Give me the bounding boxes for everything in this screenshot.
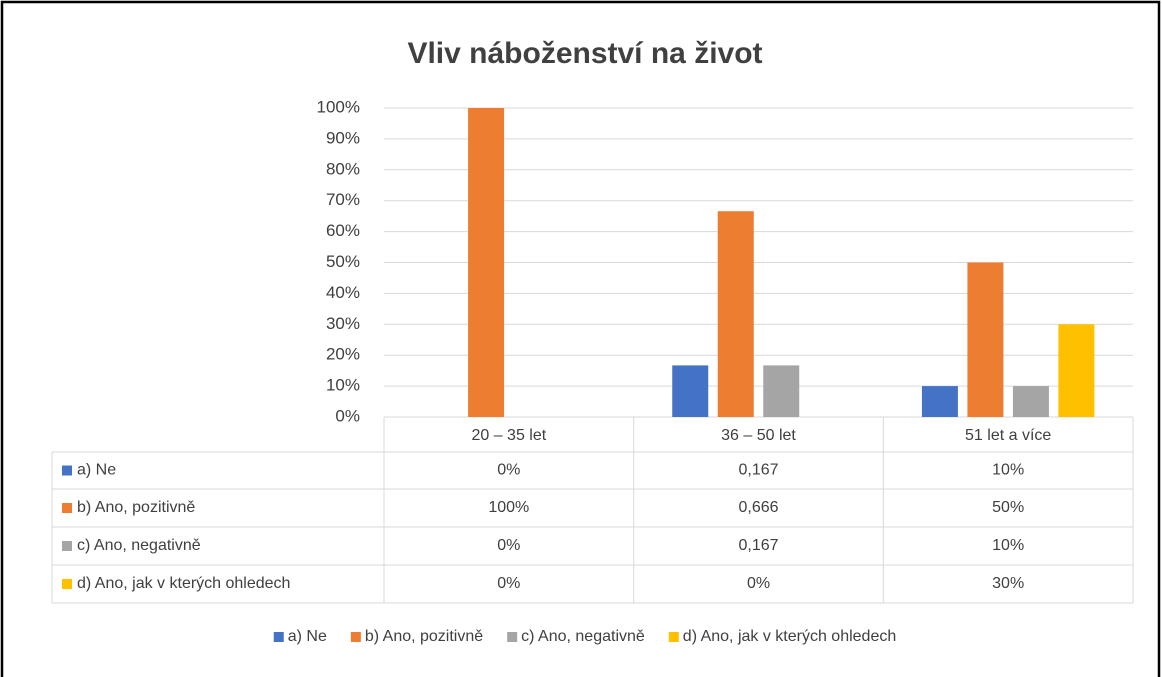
table-legend-marker: [62, 503, 72, 513]
table-value: 0,666: [738, 499, 778, 516]
table-series-name: d) Ano, jak v kterých ohledech: [77, 575, 290, 592]
table-value: 0,167: [738, 462, 778, 479]
table-value: 100%: [488, 499, 529, 516]
bar: [1058, 324, 1095, 417]
y-tick-label: 60%: [326, 221, 360, 240]
table-value: 0%: [497, 575, 520, 592]
y-tick-label: 70%: [326, 190, 360, 209]
x-tick-label: 36 – 50 let: [721, 427, 796, 444]
table-legend-marker: [62, 465, 72, 476]
y-tick-label: 40%: [326, 283, 360, 302]
y-tick-label: 90%: [326, 128, 360, 147]
bar: [921, 386, 958, 417]
chart-title: Vliv náboženství na život: [407, 37, 762, 70]
legend-label: b) Ano, pozitivně: [365, 628, 483, 645]
legend-marker: [350, 632, 361, 642]
y-tick-label: 100%: [317, 97, 360, 116]
y-tick-label: 30%: [326, 314, 360, 333]
table-value: 10%: [992, 462, 1024, 479]
table-series-name: b) Ano, pozitivně: [77, 499, 195, 516]
table-value: 0%: [497, 537, 520, 554]
legend-marker: [507, 632, 518, 642]
legend-label: c) Ano, negativně: [521, 628, 645, 645]
table-value: 0%: [497, 462, 520, 479]
y-tick-label: 50%: [326, 252, 360, 271]
y-tick-label: 10%: [326, 376, 360, 395]
table-legend-marker: [62, 541, 72, 551]
table-value: 50%: [992, 499, 1024, 516]
bar: [717, 211, 754, 417]
bar: [967, 262, 1004, 417]
bar: [1012, 386, 1049, 417]
bar: [763, 365, 800, 417]
legend-label: a) Ne: [288, 628, 327, 645]
legend-marker: [668, 632, 679, 642]
table-series-name: a) Ne: [77, 462, 116, 479]
table-value: 30%: [992, 575, 1024, 592]
table-value: 10%: [992, 537, 1024, 554]
legend-marker: [273, 632, 284, 642]
y-tick-label: 20%: [326, 345, 360, 364]
table-value: 0,167: [738, 537, 778, 554]
legend-label: d) Ano, jak v kterých ohledech: [683, 628, 896, 645]
table-series-name: c) Ano, negativně: [77, 537, 201, 554]
y-tick-label: 80%: [326, 159, 360, 178]
x-tick-label: 20 – 35 let: [471, 427, 546, 444]
bar: [468, 108, 505, 417]
table-value: 0%: [747, 575, 770, 592]
table-legend-marker: [62, 579, 72, 589]
x-tick-label: 51 let a více: [965, 427, 1051, 444]
bar: [672, 365, 709, 417]
y-tick-label: 0%: [335, 406, 360, 425]
